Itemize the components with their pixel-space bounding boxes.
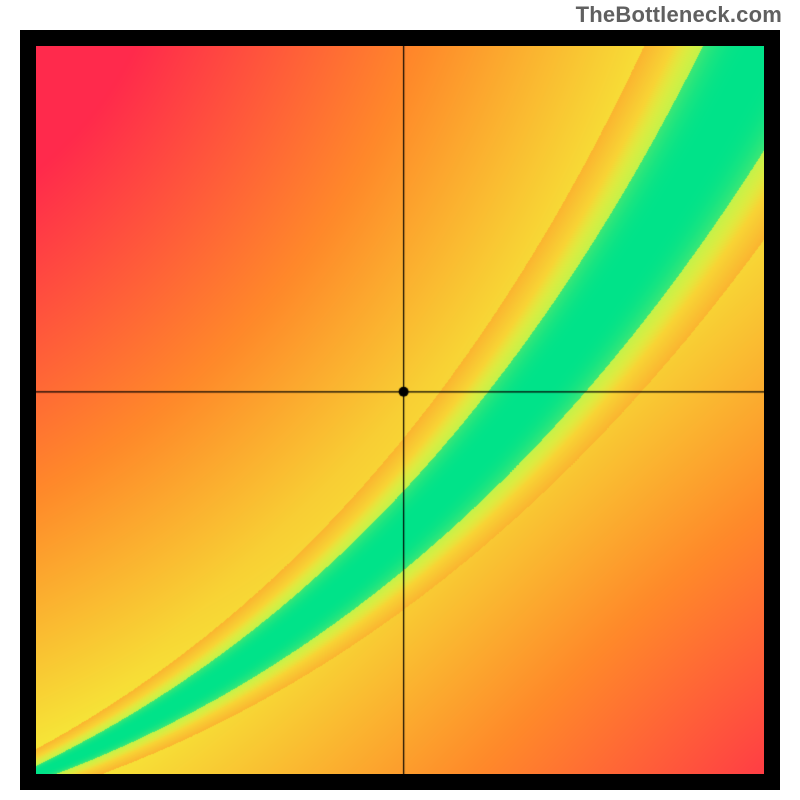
page-root: TheBottleneck.com	[0, 0, 800, 800]
watermark-text: TheBottleneck.com	[576, 2, 782, 28]
chart-frame	[20, 30, 780, 790]
heatmap-canvas	[36, 46, 764, 774]
